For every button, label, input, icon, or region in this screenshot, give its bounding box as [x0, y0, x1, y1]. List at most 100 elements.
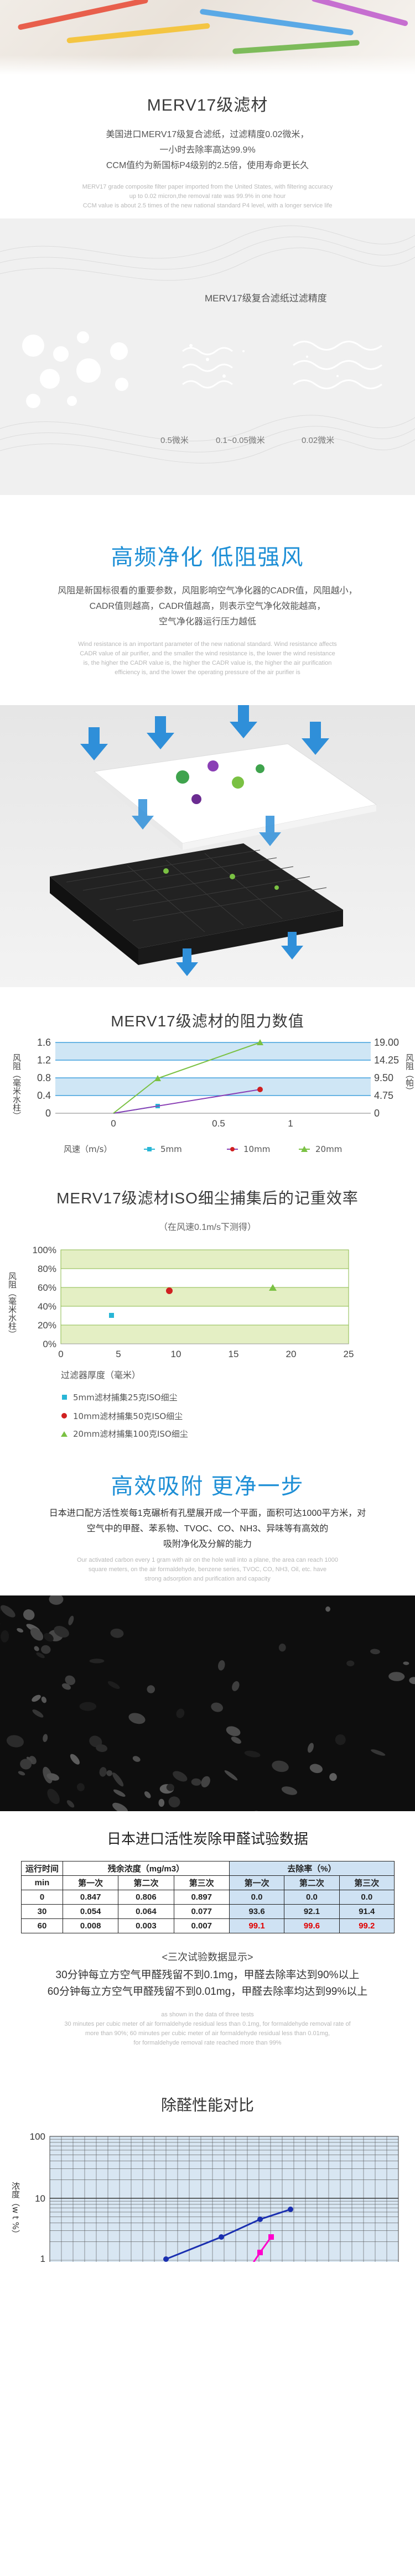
- summary-en-1: as shown in the data of three tests: [161, 2011, 254, 2018]
- merv-desc-en-2: up to 0.02 micron,the removal rate was 9…: [129, 193, 286, 200]
- removal-y-tick-0: 100: [30, 2131, 45, 2142]
- cell-rate: 0.0: [284, 1890, 340, 1905]
- left-tick-4: 0: [45, 1108, 51, 1119]
- carbon-granule: [132, 1756, 141, 1762]
- summary-title: <三次试验数据显示>: [162, 1952, 253, 1963]
- carbon-granule: [66, 1800, 75, 1808]
- carbon-granule: [70, 1754, 80, 1765]
- carbon-granule: [325, 1606, 330, 1612]
- summary-en-4: for formaldehyde removal rate reached mo…: [133, 2040, 282, 2046]
- carbon-photo: [0, 1595, 415, 1811]
- carbon-granule: [176, 1708, 185, 1718]
- test-title: 日本进口活性炭除甲醛试验数据: [106, 1831, 308, 1847]
- carbon-granule: [23, 1609, 35, 1620]
- th-round-5: 第二次: [284, 1875, 340, 1890]
- cap-x-tick-3: 15: [229, 1349, 239, 1359]
- pore-label-002: 0.02微米: [302, 436, 335, 445]
- carbon-granule: [388, 1672, 405, 1681]
- adsorb-desc-2: 空气中的甲醛、苯系物、TVOC、CO、NH3、异味等有高效的: [86, 1524, 329, 1534]
- merv-desc-en-3: CCM value is about 2.5 times of the new …: [82, 202, 333, 209]
- capture-chart-subtitle: （在风速0.1m/s下测得）: [158, 1223, 257, 1232]
- removal-ylabel: 浓度（w t %）: [11, 2182, 20, 2238]
- capture-ylabel: 风阻（毫米水柱）: [7, 1272, 17, 1338]
- removal-chart-title: 除醛性能对比: [160, 2097, 254, 2114]
- carbon-granule: [110, 1628, 124, 1638]
- carbon-granule: [128, 1713, 146, 1724]
- cell-conc: 0.064: [118, 1904, 174, 1919]
- cap-point-5mm: [109, 1313, 114, 1318]
- efficiency-title: 高频净化 低阻强风: [111, 545, 304, 570]
- carbon-granule: [6, 1735, 24, 1748]
- efficiency-desc-en-3: is, the higher the CADR value is, the hi…: [83, 660, 332, 666]
- carbon-granule: [244, 1750, 261, 1758]
- carbon-granule: [54, 1626, 69, 1638]
- carbon-granule: [168, 1796, 180, 1808]
- carbon-granule: [112, 1772, 124, 1787]
- cell-rate: 91.4: [339, 1904, 395, 1919]
- carbon-granule: [403, 1661, 409, 1665]
- capture-chart-title: MERV17级滤材ISO细尘捕集后的记重效率: [56, 1190, 359, 1207]
- carbon-granule: [41, 1645, 51, 1654]
- cap-x-tick-1: 5: [116, 1349, 121, 1359]
- carbon-granule: [158, 1798, 165, 1807]
- legend-20mm: 20mm: [315, 1144, 342, 1154]
- capture-chart-section: MERV17级滤材ISO细尘捕集后的记重效率 （在风速0.1m/s下测得） 10…: [0, 1175, 415, 1463]
- capture-chart: 100% 80% 60% 40% 20% 0% 风阻（毫米水柱） 0 5 10 …: [7, 1245, 354, 1439]
- efficiency-desc-en-2: CADR value of air purifier, and the smal…: [80, 650, 335, 657]
- merv-title: MERV17级滤材: [147, 96, 268, 114]
- pore-label-05: 0.5微米: [160, 436, 189, 445]
- right-tick-1: 14.25: [374, 1055, 399, 1066]
- carbon-granule: [370, 1649, 380, 1655]
- adsorb-desc-3: 吸附净化及分解的能力: [163, 1540, 252, 1549]
- filter-illustration: [0, 705, 415, 987]
- cell-time: 0: [21, 1890, 63, 1905]
- adsorb-title: 高效吸附 更净一步: [111, 1474, 304, 1499]
- carbon-granule: [335, 1734, 346, 1745]
- carbon-granule: [68, 1615, 74, 1625]
- efficiency-intro: 高频净化 低阻强风 风阻是新国标很看的重要参数，风阻影响空气净化器的CADR值，…: [0, 495, 415, 705]
- resistance-chart-section: MERV17级滤材的阻力数值 1.6 1.2 0.8 0.4 0: [0, 987, 415, 1175]
- cell-rate: 0.0: [229, 1890, 285, 1905]
- carbon-granule: [409, 1677, 415, 1685]
- adsorb-desc-1: 日本进口配方活性炭每1克碾析有孔壁展开成一个平面，面积可达1000平方米，对: [49, 1509, 366, 1518]
- cap-y-tick-0: 100%: [33, 1245, 56, 1255]
- carbon-granule: [79, 1702, 97, 1711]
- cell-time: 30: [21, 1904, 63, 1919]
- cap-x-tick-0: 0: [58, 1349, 63, 1359]
- right-tick-4: 0: [374, 1108, 380, 1119]
- table-row: 0 0.847 0.806 0.897 0.0 0.0 0.0: [21, 1890, 395, 1905]
- adsorb-desc-en-1: Our activated carbon every 1 gram with a…: [76, 1557, 339, 1563]
- carbon-granule: [32, 1694, 41, 1702]
- cap-y-tick-4: 20%: [38, 1320, 56, 1331]
- carbon-granule: [144, 1791, 151, 1798]
- resistance-ylabel-right: 风阻（帕）: [404, 1054, 414, 1095]
- carbon-granule: [224, 1770, 238, 1781]
- carbon-granule: [49, 1595, 64, 1605]
- resistance-ylabel-left: 风阻（毫米水柱）: [12, 1054, 22, 1120]
- removal-y-tick-1: 10: [35, 2193, 45, 2204]
- series-20mm-line-a: [113, 1078, 158, 1114]
- table-row: 30 0.054 0.064 0.077 93.6 92.1 91.4: [21, 1904, 395, 1919]
- carbon-granule: [371, 1749, 386, 1756]
- cell-conc: 0.897: [173, 1890, 230, 1905]
- cell-conc: 0.077: [173, 1904, 230, 1919]
- carbon-granule: [0, 1605, 15, 1618]
- cap-y-tick-5: 0%: [43, 1339, 56, 1349]
- removal-series-blue: [165, 2208, 291, 2260]
- cap-x-tick-5: 25: [344, 1349, 354, 1359]
- efficiency-desc-en-4: efficiency is, and the lower the operati…: [115, 669, 300, 676]
- resistance-chart-title: MERV17级滤材的阻力数值: [111, 1013, 304, 1030]
- filter-accuracy-panel: MERV17级复合滤纸过滤精度 0.5微米 0.1~0.05微米 0.02微米: [0, 218, 415, 495]
- carbon-granule: [346, 1660, 355, 1667]
- resistance-chart: 1.6 1.2 0.8 0.4 0 19.00 14.25 9.50 4.75 …: [12, 1037, 414, 1154]
- cap-x-tick-4: 20: [286, 1349, 297, 1359]
- summary-line-1: 30分钟每立方空气甲醛残留不到0.1mg，甲醛去除率达到90%以上: [55, 1969, 360, 1981]
- carbon-granule: [173, 1771, 188, 1782]
- summary-line-2: 60分钟每立方空气甲醛残留不到0.01mg，甲醛去除率均达到99%以上: [47, 1986, 368, 1998]
- band-1: [55, 1042, 371, 1060]
- carbon-granule: [211, 1702, 223, 1712]
- cell-conc: 0.806: [118, 1890, 174, 1905]
- cap-y-tick-1: 80%: [38, 1264, 56, 1274]
- carbon-granule: [44, 1633, 54, 1642]
- carbon-granule: [1, 1630, 9, 1642]
